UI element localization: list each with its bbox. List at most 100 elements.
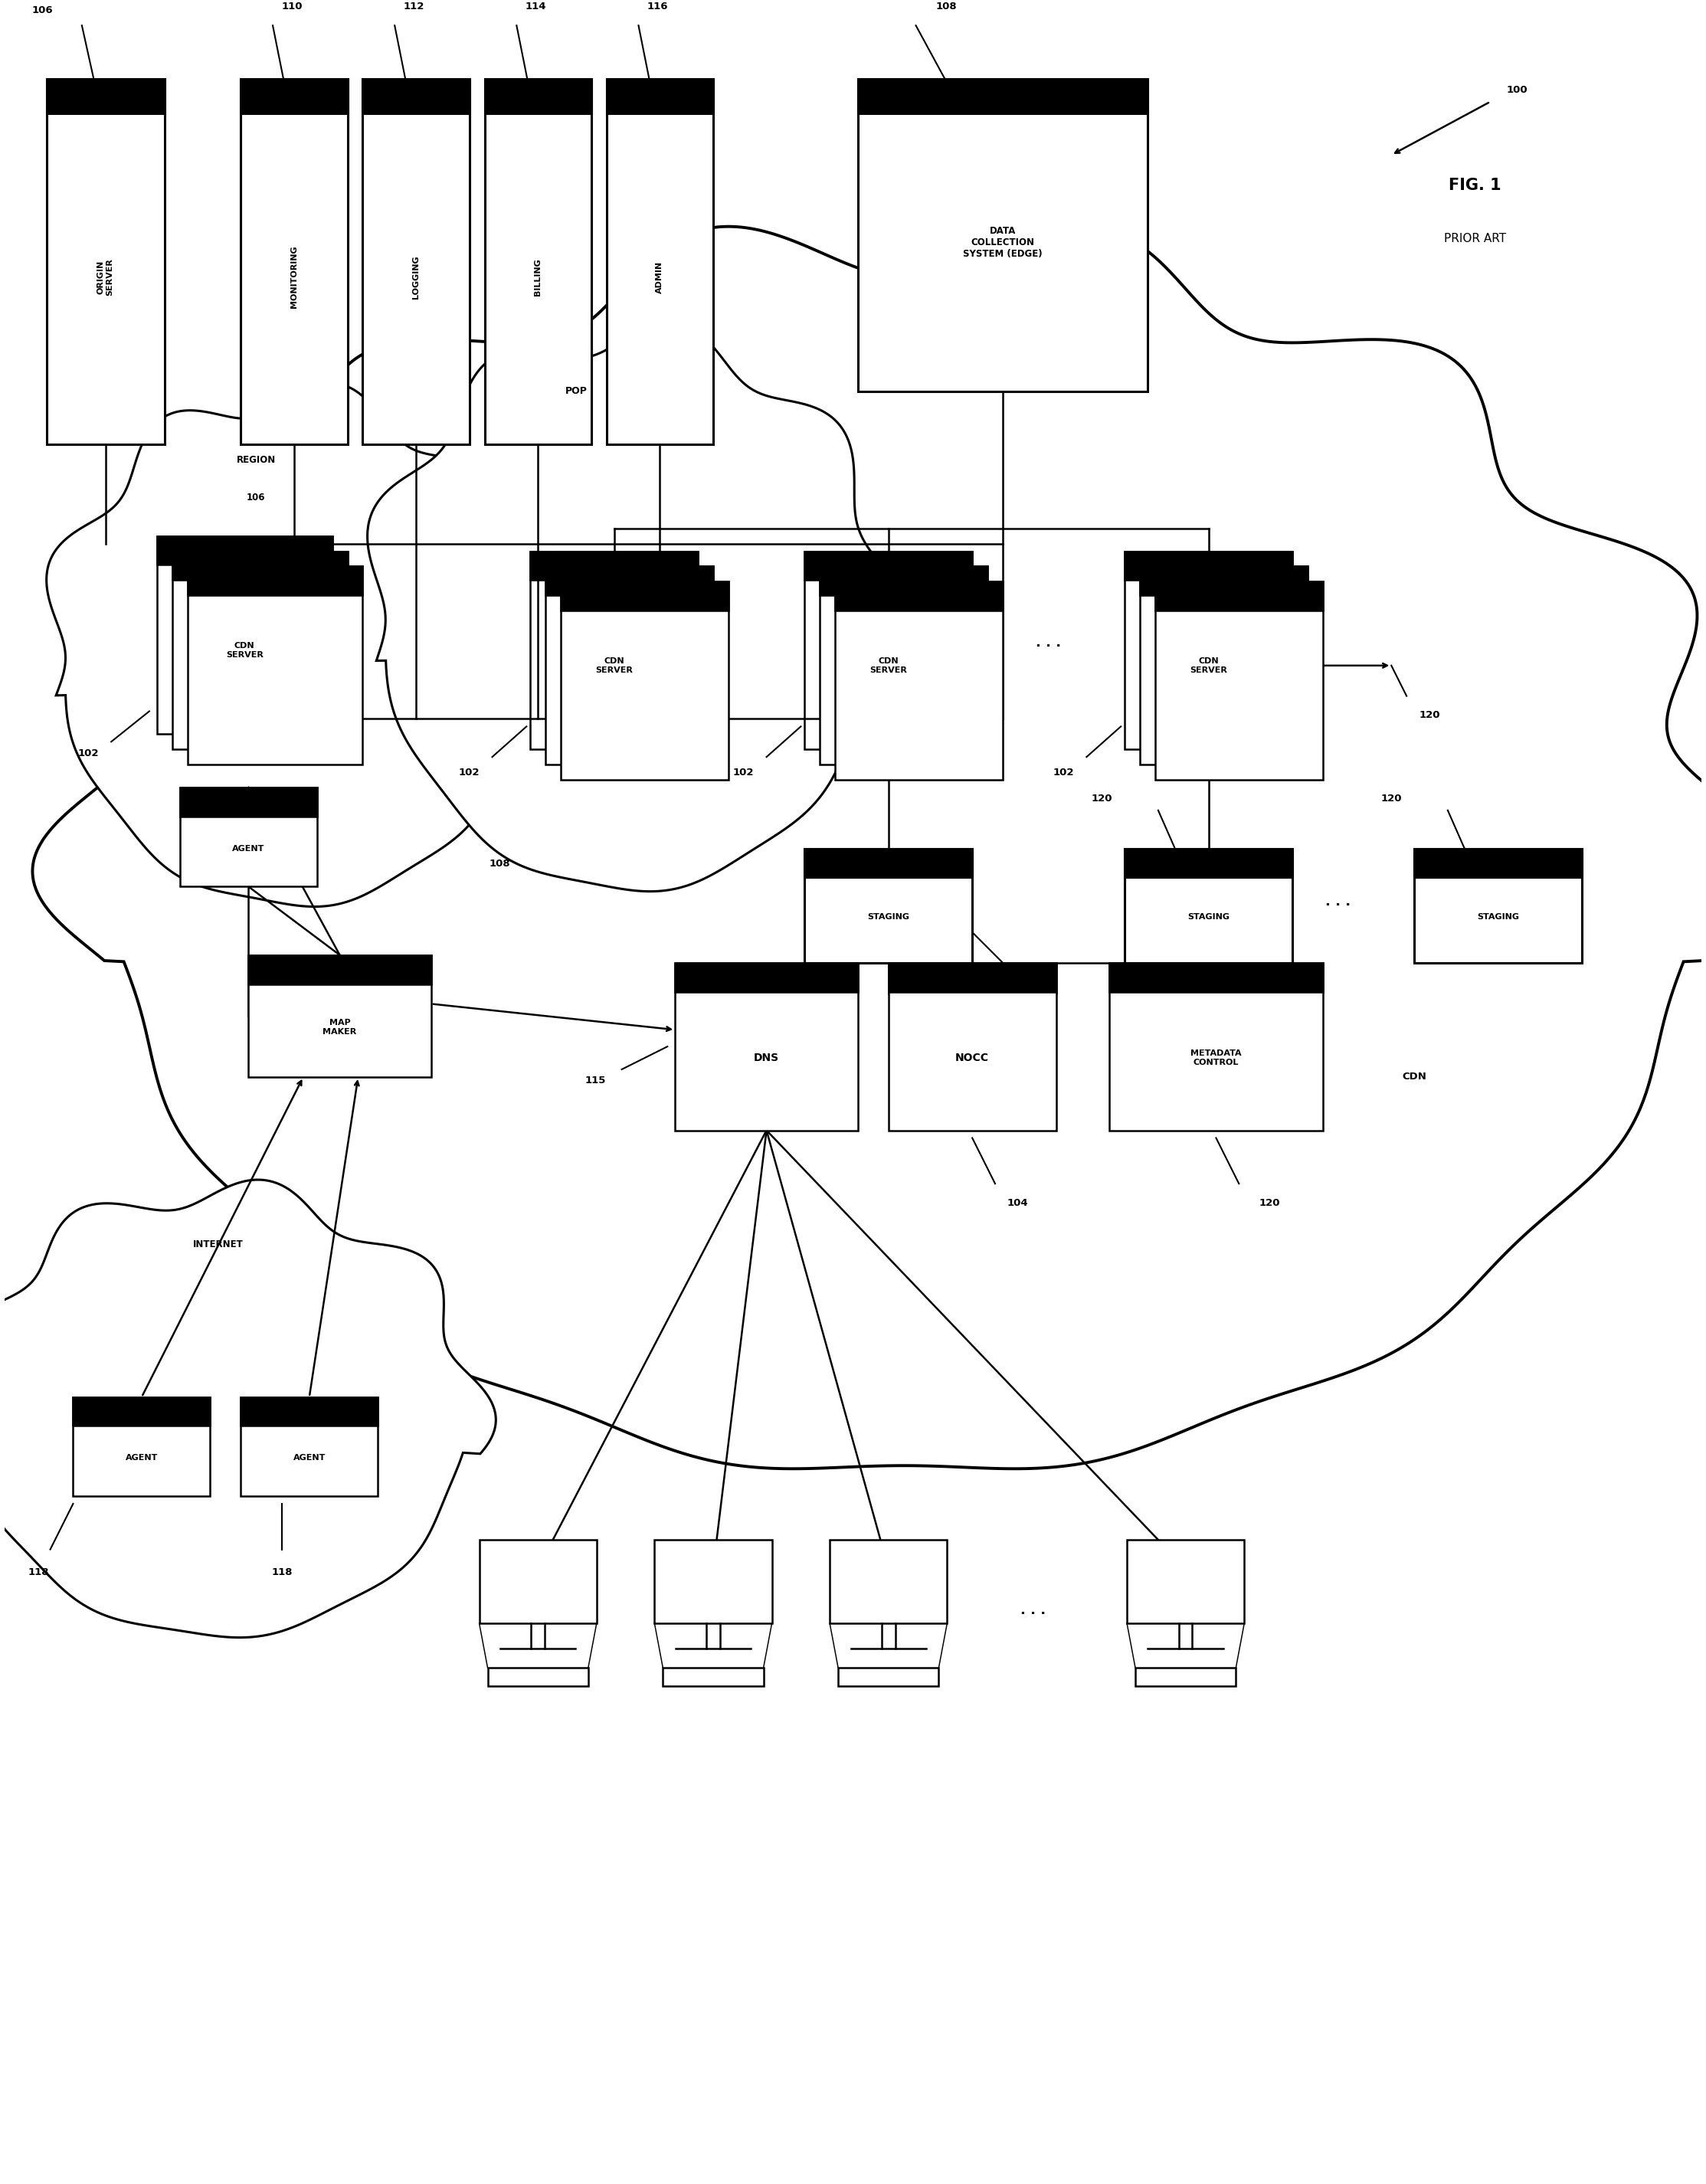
Text: 102: 102 — [1053, 767, 1075, 778]
Bar — [1414, 847, 1581, 878]
Text: 106: 106 — [247, 494, 266, 502]
Text: 114: 114 — [525, 2, 546, 11]
Bar — [889, 963, 1056, 1131]
Bar — [363, 79, 469, 114]
Text: 116: 116 — [647, 2, 669, 11]
Text: INTERNET: INTERNET — [193, 1241, 242, 1249]
Text: AGENT: AGENT — [232, 845, 264, 852]
Bar — [607, 79, 713, 446]
Text: . . .: . . . — [1036, 636, 1061, 649]
Bar — [676, 963, 858, 1131]
Text: METADATA
CONTROL: METADATA CONTROL — [1191, 1051, 1242, 1066]
Bar — [858, 79, 1148, 391]
Text: 118: 118 — [271, 1568, 292, 1577]
Text: 102: 102 — [459, 767, 479, 778]
Text: STAGING: STAGING — [867, 913, 909, 922]
Bar — [805, 847, 972, 963]
Text: 100: 100 — [1506, 85, 1527, 96]
Bar — [485, 79, 592, 114]
Bar — [1155, 581, 1322, 612]
Bar — [172, 550, 348, 749]
Bar — [179, 788, 317, 887]
Bar — [179, 788, 317, 817]
Bar — [531, 550, 698, 581]
Bar — [73, 1398, 210, 1496]
Text: DNS: DNS — [754, 1053, 780, 1064]
Bar — [363, 79, 469, 446]
Bar — [46, 79, 164, 114]
Text: 120: 120 — [1380, 795, 1402, 804]
Text: ORIGIN
SERVER: ORIGIN SERVER — [97, 258, 114, 295]
Bar — [157, 535, 333, 734]
Text: 120: 120 — [1259, 1197, 1280, 1208]
Text: 106: 106 — [32, 4, 53, 15]
Text: AGENT: AGENT — [293, 1455, 326, 1461]
Bar — [546, 566, 713, 596]
Text: PRIOR ART: PRIOR ART — [1443, 234, 1506, 245]
Text: DATA
COLLECTION
SYSTEM (EDGE): DATA COLLECTION SYSTEM (EDGE) — [964, 227, 1042, 260]
Bar — [1124, 550, 1291, 581]
Polygon shape — [46, 384, 554, 906]
Text: CDN: CDN — [1402, 1072, 1426, 1081]
Text: 120: 120 — [1419, 710, 1440, 721]
Bar — [655, 1540, 771, 1623]
Text: MAP
MAKER: MAP MAKER — [322, 1020, 357, 1035]
Text: 120: 120 — [1092, 795, 1112, 804]
Text: ADMIN: ADMIN — [657, 260, 664, 293]
Text: BILLING: BILLING — [534, 258, 543, 295]
Bar — [805, 847, 972, 878]
Bar — [488, 1669, 589, 1686]
Bar — [1109, 963, 1322, 992]
Bar — [1124, 847, 1291, 878]
Text: LOGGING: LOGGING — [413, 256, 420, 299]
Text: . . .: . . . — [1020, 1603, 1046, 1618]
Polygon shape — [367, 323, 904, 891]
Text: 112: 112 — [403, 2, 425, 11]
Bar — [561, 581, 728, 780]
Polygon shape — [0, 1179, 496, 1638]
Bar — [1124, 847, 1291, 963]
Bar — [1124, 550, 1291, 749]
Bar — [46, 79, 164, 446]
Bar — [531, 550, 698, 749]
Text: FIG. 1: FIG. 1 — [1448, 177, 1501, 192]
Bar — [1155, 581, 1322, 780]
Bar — [821, 566, 988, 764]
Bar — [172, 550, 348, 581]
Bar — [889, 963, 1056, 992]
Text: 104: 104 — [1007, 1197, 1029, 1208]
Bar — [241, 79, 348, 114]
Text: 120: 120 — [1027, 972, 1047, 983]
Text: CDN
SERVER: CDN SERVER — [595, 657, 633, 675]
Bar — [241, 79, 348, 446]
Bar — [607, 79, 713, 114]
Bar — [821, 566, 988, 596]
Bar — [836, 581, 1003, 780]
Bar — [241, 1398, 379, 1426]
Bar — [241, 1398, 379, 1496]
Text: REGION: REGION — [237, 454, 276, 465]
Bar — [836, 581, 1003, 612]
Bar — [485, 79, 592, 446]
Text: STAGING: STAGING — [1477, 913, 1518, 922]
Bar — [1134, 1669, 1235, 1686]
Text: 110: 110 — [281, 2, 302, 11]
Polygon shape — [32, 227, 1706, 1468]
Bar — [1140, 566, 1307, 764]
Text: 108: 108 — [937, 2, 957, 11]
Text: 102: 102 — [734, 767, 754, 778]
Text: CDN
SERVER: CDN SERVER — [1189, 657, 1227, 675]
Bar — [188, 566, 363, 764]
Bar — [249, 954, 432, 985]
Bar — [858, 79, 1148, 114]
Text: AGENT: AGENT — [126, 1455, 159, 1461]
Text: 108: 108 — [490, 858, 510, 869]
Bar — [479, 1540, 597, 1623]
Text: . . .: . . . — [1326, 895, 1351, 909]
Bar — [664, 1669, 764, 1686]
Bar — [1414, 847, 1581, 963]
Bar — [805, 550, 972, 749]
Text: CDN
SERVER: CDN SERVER — [870, 657, 908, 675]
Bar — [73, 1398, 210, 1426]
Bar — [546, 566, 713, 764]
